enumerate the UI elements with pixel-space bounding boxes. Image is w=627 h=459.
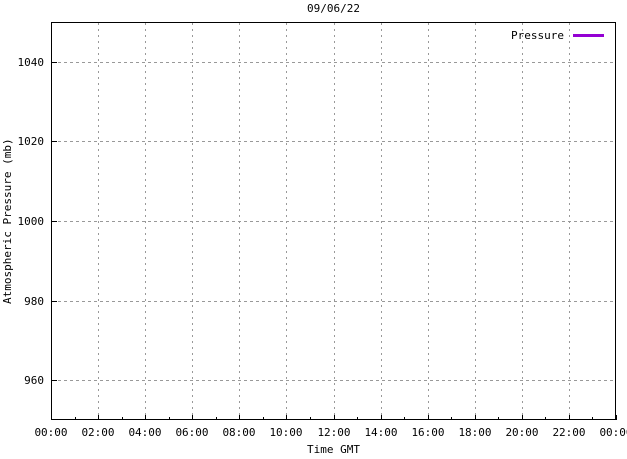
y-tick-label: 960 [24, 374, 44, 387]
y-gridline [52, 380, 615, 381]
legend-label-pressure: Pressure [511, 29, 564, 42]
x-tick-label: 14:00 [364, 426, 398, 439]
x-minor-tick [357, 417, 358, 420]
x-tick-label: 22:00 [552, 426, 586, 439]
y-tick-label: 1000 [17, 215, 45, 228]
legend-line-sample-icon [573, 34, 604, 37]
x-major-tick [192, 415, 193, 420]
x-minor-tick [216, 417, 217, 420]
y-gridline [52, 221, 615, 222]
x-tick-label: 16:00 [411, 426, 445, 439]
x-major-tick [145, 415, 146, 420]
x-major-tick [286, 415, 287, 420]
y-major-tick [52, 221, 57, 222]
y-major-tick [52, 62, 57, 63]
x-tick-label: 04:00 [128, 426, 162, 439]
x-minor-tick [310, 417, 311, 420]
x-minor-tick [122, 417, 123, 420]
y-major-tick [52, 141, 57, 142]
x-tick-label: 18:00 [458, 426, 492, 439]
x-major-tick [569, 415, 570, 420]
x-minor-tick [451, 417, 452, 420]
x-minor-tick [545, 417, 546, 420]
y-tick-label: 980 [24, 295, 44, 308]
y-gridline [52, 141, 615, 142]
x-major-tick [239, 415, 240, 420]
x-minor-tick [498, 417, 499, 420]
x-minor-tick [404, 417, 405, 420]
x-tick-label: 08:00 [222, 426, 256, 439]
x-major-tick [51, 415, 52, 420]
x-tick-label: 06:00 [175, 426, 209, 439]
plot-area-border [51, 22, 616, 420]
x-major-tick [522, 415, 523, 420]
x-tick-label: 00:00 [34, 426, 68, 439]
x-major-tick [616, 415, 617, 420]
x-major-tick [475, 415, 476, 420]
x-minor-tick [263, 417, 264, 420]
x-major-tick [381, 415, 382, 420]
x-tick-label: 10:00 [269, 426, 303, 439]
x-major-tick [98, 415, 99, 420]
x-minor-tick [169, 417, 170, 420]
x-major-tick [334, 415, 335, 420]
x-minor-tick [592, 417, 593, 420]
chart-title: 09/06/22 [307, 2, 360, 15]
y-tick-label: 1020 [17, 135, 45, 148]
y-gridline [52, 301, 615, 302]
x-minor-tick [75, 417, 76, 420]
y-tick-label: 1040 [17, 56, 45, 69]
x-major-tick [428, 415, 429, 420]
x-tick-label: 20:00 [505, 426, 539, 439]
x-tick-label: 02:00 [81, 426, 115, 439]
y-axis-title: Atmospheric Pressure (mb) [1, 138, 14, 304]
x-tick-label: 12:00 [317, 426, 351, 439]
x-axis-title: Time GMT [307, 443, 360, 456]
y-major-tick [52, 380, 57, 381]
y-gridline [52, 62, 615, 63]
x-tick-label: 00:00 [599, 426, 627, 439]
y-major-tick [52, 301, 57, 302]
